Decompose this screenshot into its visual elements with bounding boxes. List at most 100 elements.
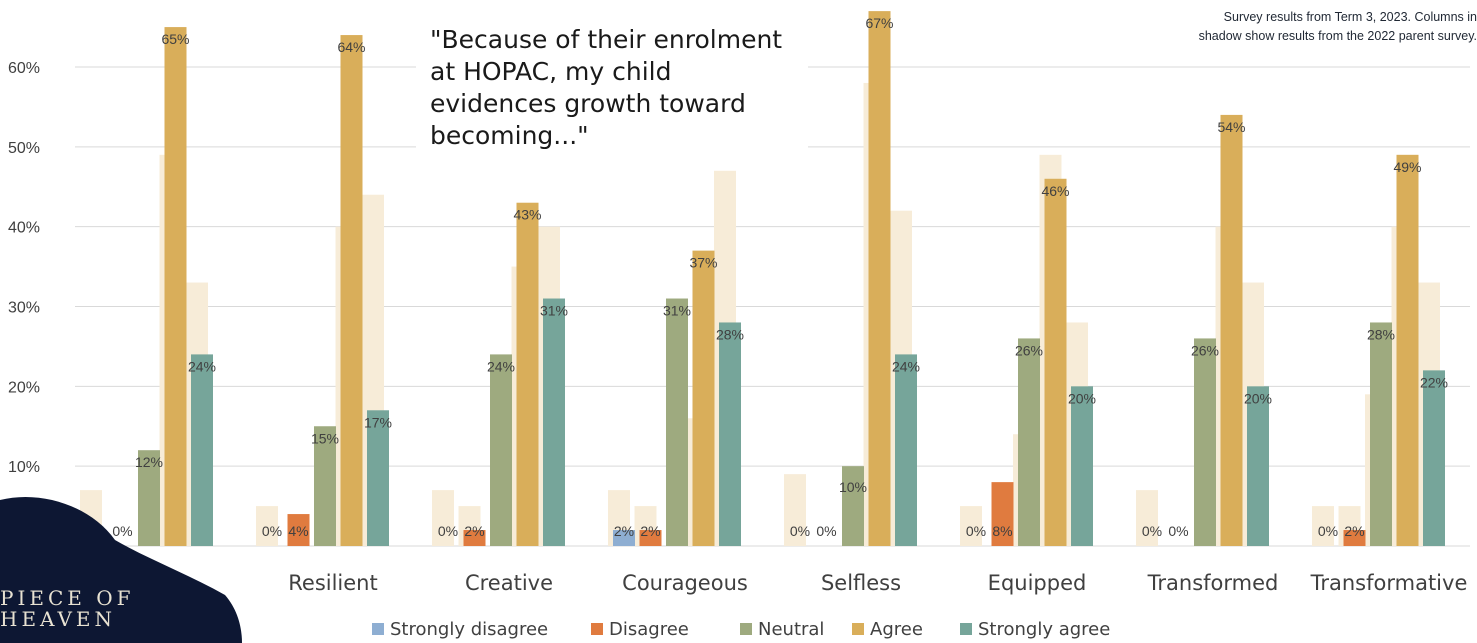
data-label: 65%: [161, 31, 189, 47]
y-tick-label: 10%: [8, 459, 40, 476]
logo-text-line1: PIECE OF: [0, 586, 135, 610]
bar: [516, 202, 539, 546]
bar: [287, 514, 310, 546]
data-label: 20%: [1068, 390, 1096, 406]
data-label: 24%: [892, 358, 920, 374]
y-tick-label: 30%: [8, 300, 40, 317]
logo: [0, 496, 242, 643]
data-label: 22%: [1420, 374, 1448, 390]
shadow-bar: [1312, 506, 1334, 546]
bar: [463, 530, 486, 546]
survey-question: "Because of their enrolment at HOPAC, my…: [416, 22, 808, 158]
chart-note-line2: shadow show results from the 2022 parent…: [1198, 29, 1477, 43]
legend: Strongly disagree Disagree Neutral Agree Str…: [372, 619, 1110, 640]
data-label: 12%: [135, 454, 163, 470]
data-label: 49%: [1393, 159, 1421, 175]
data-label: 0%: [112, 523, 132, 539]
bar: [666, 298, 688, 546]
bars-2023: [138, 11, 1445, 547]
data-label: 0%: [262, 523, 282, 539]
data-label: 26%: [1015, 342, 1043, 358]
axis-labels: 10% 20% 30% 40% 50% 60% Resilient Creative Coura…: [8, 60, 1467, 595]
bar: [340, 35, 363, 547]
data-label: 26%: [1191, 342, 1219, 358]
bar: [639, 530, 662, 546]
data-label: 15%: [311, 430, 339, 446]
bar: [1396, 154, 1419, 547]
shadow-bar: [256, 506, 278, 546]
y-tick-label: 60%: [8, 60, 40, 77]
legend-label: Agree: [870, 619, 923, 640]
data-label: 64%: [337, 39, 365, 55]
bar: [191, 354, 213, 546]
shadow-bar: [784, 474, 806, 546]
data-label: 54%: [1217, 119, 1245, 135]
bar: [490, 354, 512, 546]
shadow-bar: [1136, 490, 1158, 546]
bar: [1423, 370, 1445, 546]
data-label: 2%: [614, 523, 634, 539]
bar: [138, 450, 160, 546]
bar: [1370, 322, 1392, 546]
logo-text: PIECE OF HEAVEN: [0, 588, 170, 630]
logo-shape: [0, 496, 242, 643]
legend-swatch: [372, 623, 384, 635]
legend-swatch: [740, 623, 752, 635]
data-label: 0%: [438, 523, 458, 539]
bar: [692, 250, 715, 546]
bar: [991, 482, 1014, 546]
bar: [613, 530, 635, 546]
legend-label: Neutral: [758, 619, 824, 640]
x-category-label: Courageous: [622, 571, 748, 595]
shadow-bar: [960, 506, 982, 546]
data-labels: 0% 0% 12% 65% 24% 0% 4% 15% 64% 17% 0% 2% 24% 43% 31% 2…: [86, 15, 1448, 539]
chart-note-line1: Survey results from Term 3, 2023. Column…: [1223, 10, 1477, 24]
data-label: 0%: [1142, 523, 1162, 539]
bar: [842, 466, 864, 546]
x-category-label: Transformative: [1310, 571, 1468, 595]
y-tick-label: 50%: [8, 140, 40, 157]
data-label: 24%: [487, 358, 515, 374]
x-category-label: Transformed: [1147, 571, 1279, 595]
shadow-bar: [432, 490, 454, 546]
chart-note: Survey results from Term 3, 2023. Column…: [1057, 8, 1477, 46]
data-label: 0%: [966, 523, 986, 539]
legend-swatch: [591, 623, 603, 635]
bar: [1071, 386, 1093, 546]
data-label: 4%: [288, 523, 308, 539]
bar: [1194, 338, 1216, 546]
x-category-label: Equipped: [988, 571, 1087, 595]
data-label: 10%: [839, 479, 867, 495]
x-category-label: Creative: [465, 571, 553, 595]
data-label: 24%: [188, 358, 216, 374]
data-label: 0%: [790, 523, 810, 539]
legend-swatch: [852, 623, 864, 635]
data-label: 17%: [364, 414, 392, 430]
legend-label: Strongly agree: [978, 619, 1110, 640]
data-label: 0%: [1168, 523, 1188, 539]
bar: [868, 11, 891, 547]
bar: [543, 298, 565, 546]
data-label: 2%: [464, 523, 484, 539]
x-category-label: Resilient: [288, 571, 377, 595]
data-label: 67%: [865, 15, 893, 31]
data-label: 2%: [640, 523, 660, 539]
bar: [1220, 114, 1243, 547]
bar: [314, 426, 336, 546]
bar: [1044, 178, 1067, 546]
data-label: 28%: [716, 326, 744, 342]
data-label: 0%: [1318, 523, 1338, 539]
bar: [1018, 338, 1040, 546]
y-tick-label: 20%: [8, 379, 40, 396]
bar: [895, 354, 917, 546]
legend-swatch: [960, 623, 972, 635]
legend-label: Disagree: [609, 619, 689, 640]
bar: [1247, 386, 1269, 546]
data-label: 0%: [816, 523, 836, 539]
bar: [164, 27, 187, 547]
bar: [367, 410, 389, 546]
data-label: 2%: [1344, 523, 1364, 539]
data-label: 37%: [689, 255, 717, 271]
x-category-label: Selfless: [821, 571, 901, 595]
y-tick-label: 40%: [8, 220, 40, 237]
